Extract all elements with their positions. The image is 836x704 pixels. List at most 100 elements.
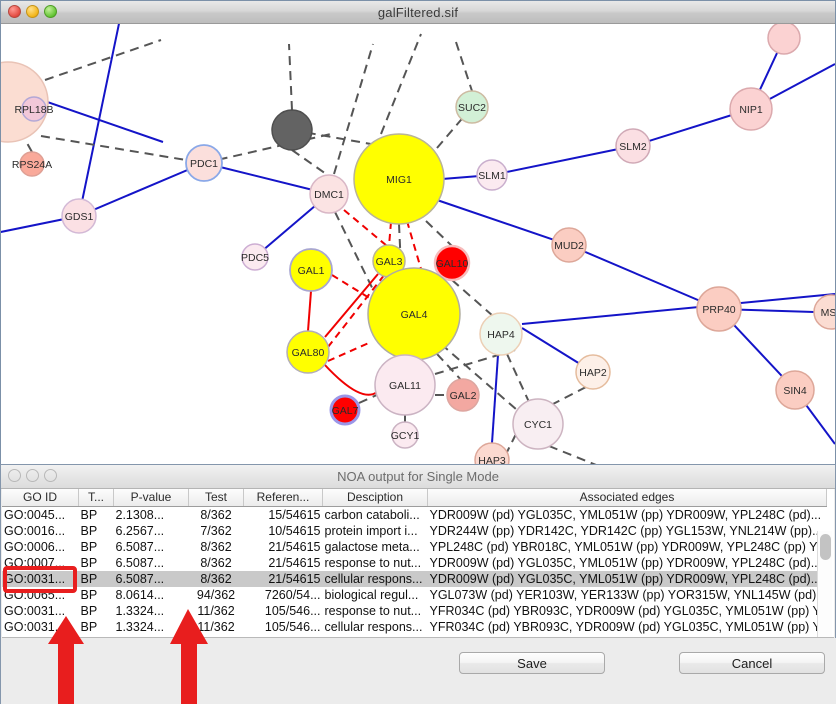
cell-description: cellular respons...	[324, 620, 423, 634]
cell-p-value: 1.3324...	[115, 604, 165, 618]
node-HAP4[interactable]	[479, 312, 523, 356]
node-RPS24A[interactable]	[19, 151, 45, 177]
table-row[interactable]: GO:0006... BP 6.5087... 8/362 21/54615 g…	[2, 539, 827, 555]
node-label-HAP4: HAP4	[487, 329, 515, 341]
network-nodes[interactable]: RPL18B RPS24A GDS1 PDC1 PDC5 DMC1 MIG1	[1, 24, 835, 467]
window-controls[interactable]	[8, 5, 57, 18]
node-label-SUC2: SUC2	[458, 102, 486, 114]
node-MIG1[interactable]	[353, 133, 445, 225]
noa-close-button[interactable]	[8, 469, 21, 482]
column-header-test[interactable]: Test	[188, 489, 244, 507]
node-SUC2[interactable]	[455, 90, 489, 124]
noa-window-controls[interactable]	[8, 469, 57, 482]
main-window-title: galFiltered.sif	[377, 4, 459, 20]
network-graph[interactable]: RPL18B RPS24A GDS1 PDC1 PDC5 DMC1 MIG1	[1, 24, 835, 467]
cell-p-value: 6.5087...	[113, 571, 189, 587]
network-canvas[interactable]: RPL18B RPS24A GDS1 PDC1 PDC5 DMC1 MIG1	[1, 24, 835, 467]
cell-type: BP	[80, 604, 98, 618]
node-MUD2[interactable]	[551, 227, 587, 263]
node-SLM2[interactable]	[615, 128, 651, 164]
node-GDS1[interactable]	[61, 198, 97, 234]
cell-test: 11/362	[197, 604, 235, 618]
scrollbar-thumb[interactable]	[820, 534, 831, 560]
column-header-description[interactable]: Desciption	[322, 489, 428, 507]
cell-associated-edges: YDR244W (pp) YDR142C, YDR142C (pp) YGL15…	[429, 524, 823, 538]
noa-results-table[interactable]: GO ID T... P-value Test Referen... Desci…	[2, 489, 827, 637]
node-GAL80[interactable]	[286, 330, 330, 374]
cell-associated-edges: YER133W (pp) YOR315W, YNL145W (pd) YHR08…	[428, 635, 827, 637]
node-label-MUD2: MUD2	[554, 240, 584, 252]
cell-description: galactose meta...	[324, 540, 420, 554]
minimize-button[interactable]	[26, 5, 39, 18]
cell-type: BP	[80, 588, 98, 602]
noa-dialog-title: NOA output for Single Mode	[337, 469, 499, 484]
node-GAL2[interactable]	[446, 378, 480, 412]
save-button[interactable]: Save	[459, 652, 605, 674]
node-PDC5[interactable]	[241, 243, 269, 271]
column-header-associated-edges[interactable]: Associated edges	[427, 489, 827, 507]
table-row[interactable]: GO:0065... BP 8.0614... 94/362 7260/54..…	[2, 587, 827, 603]
cell-go-id: GO:0007...	[4, 556, 66, 570]
zoom-button[interactable]	[44, 5, 57, 18]
cell-p-value: 6.5087...	[115, 556, 165, 570]
cell-description: carbon cataboli...	[324, 508, 420, 522]
node-GCY1[interactable]	[391, 421, 419, 449]
node-label-GAL7: GAL7	[332, 405, 359, 417]
node-SLM1[interactable]	[476, 159, 508, 191]
node-DMC1[interactable]	[309, 174, 349, 214]
node-PRP40[interactable]	[696, 286, 742, 332]
table-header-row: GO ID T... P-value Test Referen... Desci…	[2, 489, 827, 507]
column-header-p-value[interactable]: P-value	[113, 489, 189, 507]
table-body[interactable]: GO:0045... BP 2.1308... 8/362 15/54615 c…	[2, 507, 827, 637]
node-label-GAL4: GAL4	[401, 309, 428, 321]
cell-type: BP	[78, 571, 114, 587]
cell-test: 94/362	[196, 588, 236, 602]
node-GAL7[interactable]	[329, 394, 361, 426]
column-header-go-id[interactable]: GO ID	[2, 489, 79, 507]
cell-reference: 105/546...	[264, 620, 321, 634]
close-button[interactable]	[8, 5, 21, 18]
node-HAP3[interactable]	[474, 442, 510, 467]
node-PDC1[interactable]	[185, 144, 223, 182]
node-HAP2[interactable]	[575, 354, 611, 390]
column-header-reference[interactable]: Referen...	[243, 489, 323, 507]
cell-p-value: 1.428E...	[114, 635, 189, 637]
node-label-PRP40: PRP40	[702, 304, 735, 316]
node-MSI[interactable]	[813, 294, 835, 330]
cancel-button[interactable]: Cancel	[679, 652, 825, 674]
node-SIN4[interactable]	[775, 370, 815, 410]
table-row[interactable]: GO:0050... BP 1.428E... 80/362 5778/54..…	[2, 635, 827, 637]
table-vertical-scrollbar[interactable]	[817, 531, 832, 637]
cell-description: response to nut...	[324, 556, 422, 570]
node-RPL18B[interactable]	[21, 96, 47, 122]
table-row-selected[interactable]: GO:0031... BP 6.5087... 8/362 21/54615 c…	[2, 571, 827, 587]
node-unlabeled-grey[interactable]	[271, 109, 313, 151]
node-GAL10[interactable]	[433, 244, 471, 282]
table-row[interactable]: GO:0045... BP 2.1308... 8/362 15/54615 c…	[2, 507, 827, 524]
cell-associated-edges: YDR009W (pd) YGL035C, YML051W (pp) YDR00…	[427, 571, 827, 587]
node-label-GCY1: GCY1	[391, 430, 420, 442]
cell-go-id: GO:0006...	[4, 540, 66, 554]
table-row[interactable]: GO:0007... BP 6.5087... 8/362 21/54615 r…	[2, 555, 827, 571]
noa-results-table-area[interactable]: GO ID T... P-value Test Referen... Desci…	[2, 489, 834, 638]
cell-p-value: 8.0614...	[115, 588, 165, 602]
noa-zoom-button[interactable]	[44, 469, 57, 482]
noa-output-dialog: NOA output for Single Mode GO ID T... P-…	[0, 464, 836, 704]
node-label-GAL80: GAL80	[292, 347, 325, 359]
table-row[interactable]: GO:0031... BP 1.3324... 11/362 105/546..…	[2, 603, 827, 619]
node-label-HAP2: HAP2	[579, 367, 607, 379]
node-NIP1[interactable]	[729, 87, 773, 131]
table-row[interactable]: GO:0016... BP 6.2567... 7/362 10/54615 p…	[2, 523, 827, 539]
node-GAL11[interactable]	[374, 354, 436, 416]
cell-go-id: GO:0016...	[4, 524, 66, 538]
noa-minimize-button[interactable]	[26, 469, 39, 482]
node-unlabeled-top-right[interactable]	[767, 24, 801, 55]
table-row[interactable]: GO:0031... BP 1.3324... 11/362 105/546..…	[2, 619, 827, 635]
node-CYC1[interactable]	[512, 398, 564, 450]
node-GAL1[interactable]	[289, 248, 333, 292]
cell-test: 8/362	[188, 571, 244, 587]
column-header-type[interactable]: T...	[78, 489, 114, 507]
cell-reference: 15/54615	[268, 508, 321, 522]
cell-description: regulation of bi...	[323, 635, 428, 637]
cell-reference: 21/54615	[268, 556, 321, 570]
